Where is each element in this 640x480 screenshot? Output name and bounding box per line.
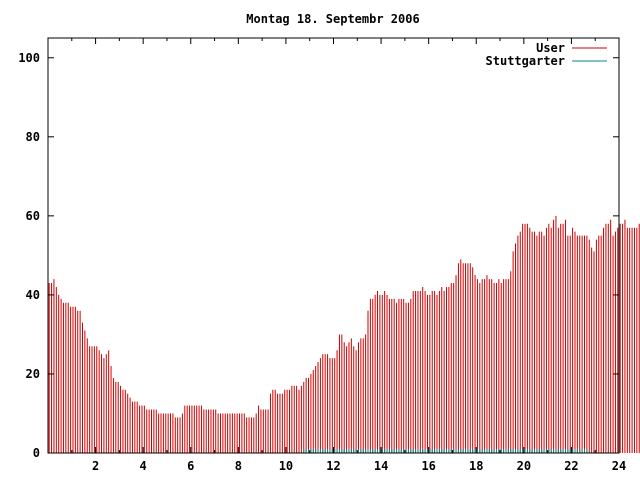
legend-label: Stuttgarter	[486, 54, 565, 68]
x-tick-label: 12	[326, 459, 340, 473]
legend-label: User	[536, 41, 565, 55]
x-axis: 2 4 6 8 10 12 14 16 18 20 22 24	[71, 38, 626, 473]
bars-user	[48, 215, 640, 453]
x-tick-label: 4	[140, 459, 147, 473]
y-tick-label: 0	[33, 446, 40, 460]
x-tick-label: 20	[517, 459, 531, 473]
x-tick-label: 2	[92, 459, 99, 473]
x-tick-label: 8	[235, 459, 242, 473]
y-tick-label: 100	[18, 51, 40, 65]
y-tick-label: 80	[26, 130, 40, 144]
x-tick-label: 24	[612, 459, 626, 473]
plot-frame	[47, 37, 620, 454]
y-axis: 0 20 40 60 80 100	[18, 51, 619, 460]
chart-title: Montag 18. Septembr 2006	[246, 12, 419, 26]
y-tick-label: 20	[26, 367, 40, 381]
x-tick-label: 10	[279, 459, 293, 473]
x-tick-label: 22	[564, 459, 578, 473]
y-tick-label: 40	[26, 288, 40, 302]
y-tick-label: 60	[26, 209, 40, 223]
x-tick-label: 18	[469, 459, 483, 473]
x-tick-label: 14	[374, 459, 388, 473]
x-tick-label: 16	[421, 459, 435, 473]
bars-stuttgarter	[303, 449, 588, 453]
x-tick-label: 6	[187, 459, 194, 473]
